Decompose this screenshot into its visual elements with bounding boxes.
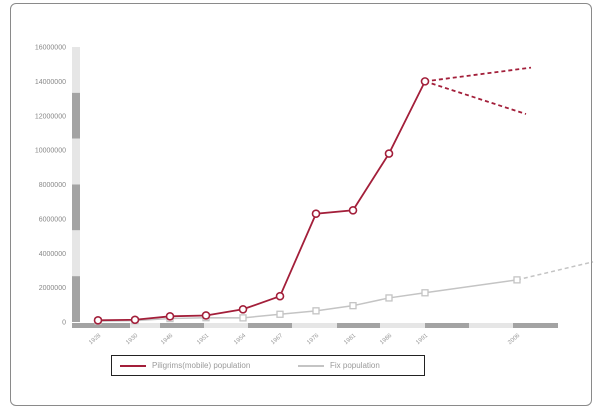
- legend-item-fix: Fix population: [298, 356, 380, 375]
- x-tick-label: 2006: [507, 333, 522, 347]
- legend-label-pilgrims: Piligrims(mobile) population: [152, 361, 251, 370]
- y-axis-band-segment: [72, 230, 80, 277]
- fix-population-point: [513, 276, 521, 284]
- pilgrims-population-point: [275, 291, 285, 301]
- chart-frame: [10, 3, 592, 406]
- x-axis-ticks: 1928 1930 1946 1951 1954 1967 1976 1981 1986 1991…: [88, 333, 522, 347]
- x-tick-label: 1928: [88, 333, 103, 347]
- y-tick-label: 4000000: [39, 251, 66, 258]
- y-axis-band-segment: [72, 92, 80, 139]
- x-tick-label: 1951: [196, 333, 211, 347]
- x-tick-label: 1991: [415, 333, 430, 347]
- pilgrims-population-point: [384, 149, 394, 158]
- legend: Piligrims(mobile) population Fix populat…: [111, 355, 425, 376]
- fix-population-point: [349, 302, 357, 310]
- y-axis-band-segment: [72, 276, 80, 322]
- x-tick-label: 1967: [270, 333, 285, 347]
- x-axis-band-segment: [72, 323, 130, 328]
- y-tick-label: 0: [62, 320, 66, 327]
- fix-population-line: [97, 279, 518, 322]
- y-axis-ticks: 0 2000000 4000000 6000000 8000000 10000000 120…: [35, 45, 66, 327]
- x-tick-label: 1946: [160, 333, 175, 347]
- y-tick-label: 2000000: [39, 285, 66, 292]
- y-tick-label: 12000000: [35, 113, 66, 120]
- x-axis-band-segment: [160, 323, 204, 328]
- fix-population-point: [385, 294, 393, 302]
- x-axis-band-segment: [425, 323, 469, 328]
- fix-population-point: [239, 314, 247, 322]
- pilgrims-population-point: [165, 312, 175, 321]
- x-tick-label: 1976: [306, 333, 321, 347]
- y-tick-label: 6000000: [39, 216, 66, 223]
- x-axis-band-segment: [469, 323, 513, 328]
- x-axis-band-segment: [337, 323, 380, 328]
- pilgrims-population-point: [130, 315, 140, 325]
- pilgrims-projection-high: [424, 66, 532, 83]
- pilgrims-population-point: [93, 315, 103, 325]
- y-tick-label: 10000000: [35, 148, 66, 155]
- x-tick-label: 1986: [379, 333, 394, 347]
- x-axis-band-segment: [204, 323, 248, 328]
- y-axis-band-segment: [72, 184, 80, 231]
- x-axis-band-segment: [292, 323, 337, 328]
- x-tick-label: 1981: [343, 333, 358, 347]
- pilgrims-population-point: [420, 77, 430, 86]
- pilgrims-population-point: [311, 209, 321, 219]
- x-axis-band-segment: [248, 323, 292, 328]
- pilgrims-population-line: [97, 80, 426, 322]
- legend-swatch-fix: [298, 364, 324, 367]
- y-tick-label: 14000000: [35, 79, 66, 86]
- fix-population-projection: [516, 261, 594, 281]
- legend-label-fix: Fix population: [330, 361, 380, 370]
- pilgrims-population-point: [348, 205, 358, 215]
- x-tick-label: 1954: [233, 333, 248, 347]
- x-axis-band-segment: [130, 323, 160, 328]
- legend-swatch-pilgrims: [120, 364, 146, 367]
- x-tick-label: 1930: [125, 333, 140, 347]
- y-axis-band: [72, 47, 80, 322]
- legend-item-pilgrims: Piligrims(mobile) population: [120, 356, 250, 375]
- y-tick-label: 16000000: [35, 45, 66, 52]
- fix-population-point: [312, 307, 320, 315]
- y-axis-band-segment: [72, 47, 80, 93]
- y-axis-band-segment: [72, 138, 80, 185]
- pilgrims-population-point: [238, 304, 248, 314]
- fix-population-point: [421, 289, 429, 297]
- y-tick-label: 8000000: [39, 182, 66, 189]
- x-axis-band-segment: [513, 323, 558, 328]
- fix-population-point: [276, 310, 284, 318]
- x-axis-band-segment: [380, 323, 425, 328]
- pilgrims-projection-low: [424, 80, 527, 115]
- pilgrims-population-series: [93, 66, 532, 325]
- pilgrims-population-point: [201, 311, 211, 320]
- x-axis-band: [72, 323, 558, 328]
